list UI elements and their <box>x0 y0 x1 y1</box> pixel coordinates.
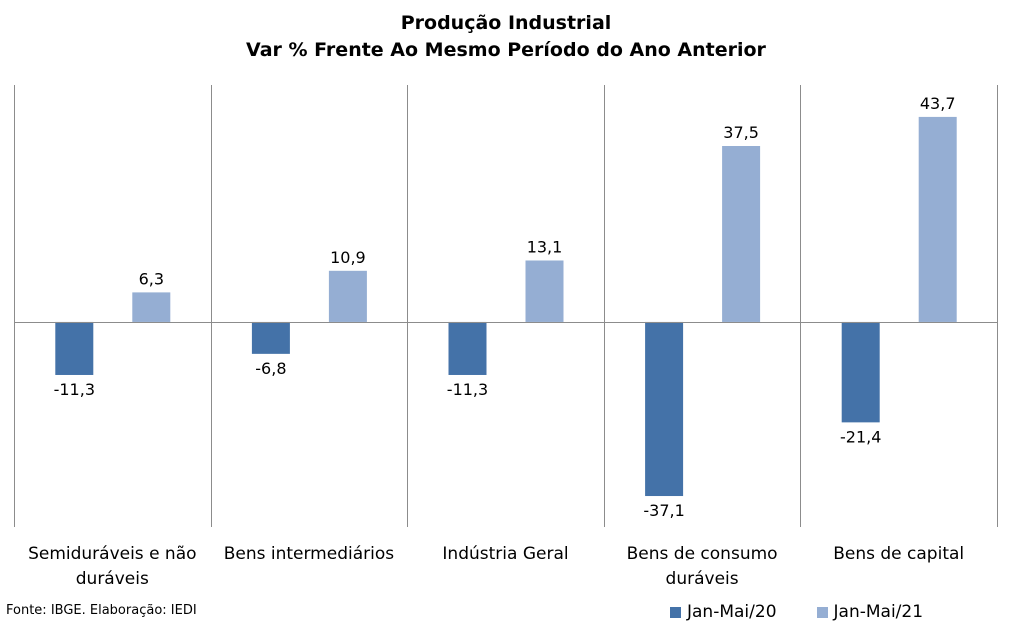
category-label: duráveis <box>76 569 149 589</box>
category-label: Indústria Geral <box>442 544 568 564</box>
bar-series-1 <box>251 321 290 354</box>
bar-series-1 <box>645 321 684 497</box>
legend-item-series-2: Jan-Mai/21 <box>816 602 924 622</box>
bar-series-2 <box>328 270 367 322</box>
bar-series-2 <box>722 145 761 322</box>
data-label: 6,3 <box>139 269 164 288</box>
chart-subtitle-line: Var % Frente Ao Mesmo Período do Ano Ant… <box>246 39 766 61</box>
bar-series-2 <box>525 260 564 322</box>
bar-series-1 <box>448 321 487 375</box>
data-label: 37,5 <box>723 123 759 142</box>
bar-series-2 <box>132 292 171 322</box>
category-label: Bens de capital <box>833 544 964 564</box>
data-label: 10,9 <box>330 248 366 267</box>
category-label: Semiduráveis e não <box>28 544 196 564</box>
bar-series-1 <box>841 321 880 423</box>
legend-item-series-1: Jan-Mai/20 <box>670 602 777 622</box>
category-label: Bens de consumo <box>627 544 778 564</box>
legend-swatch-series-1 <box>670 606 681 618</box>
source-note: Fonte: IBGE. Elaboração: IEDI <box>6 603 197 618</box>
category-label: duráveis <box>666 569 739 589</box>
data-label: -21,4 <box>840 427 881 446</box>
legend-label-series-1: Jan-Mai/20 <box>687 602 777 622</box>
legend-swatch-series-2 <box>816 606 828 618</box>
chart-title-line: Produção Industrial <box>400 12 612 34</box>
legend-label-series-2: Jan-Mai/21 <box>833 602 924 622</box>
data-label: 43,7 <box>920 94 956 113</box>
chart-legend: Jan-Mai/20 Jan-Mai/21 <box>670 602 923 622</box>
data-label: 13,1 <box>527 237 563 256</box>
chart-title: Produção Industrial Var % Frente Ao Mesm… <box>0 10 1012 64</box>
bar-series-2 <box>918 116 957 322</box>
data-label: -37,1 <box>643 501 684 520</box>
bar-series-1 <box>55 321 94 375</box>
data-label: -11,3 <box>54 380 95 399</box>
category-label: Bens intermediários <box>224 544 395 564</box>
data-label: -6,8 <box>255 359 286 378</box>
data-label: -11,3 <box>447 380 488 399</box>
